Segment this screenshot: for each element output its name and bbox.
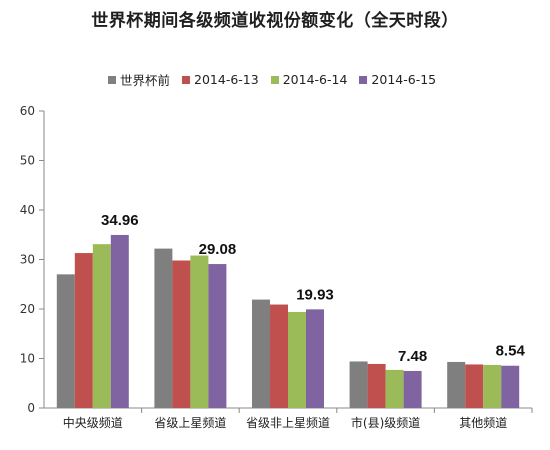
x-tick-label-0: 中央级频道 xyxy=(63,415,123,430)
bar-2-3 xyxy=(306,309,324,408)
bar-4-1 xyxy=(465,364,484,408)
legend: 世界杯前 2014-6-13 2014-6-14 2014-6-15 xyxy=(108,70,436,89)
data-label-4: 8.54 xyxy=(496,343,526,360)
bar-0-2 xyxy=(92,244,111,408)
legend-label-2: 2014-6-14 xyxy=(282,72,348,87)
x-tick-label-4: 其他频道 xyxy=(459,416,507,430)
data-label-3: 7.48 xyxy=(398,348,427,365)
data-label-2: 19.93 xyxy=(296,286,334,303)
bar-2-0 xyxy=(252,299,270,408)
bar-1-0 xyxy=(154,248,173,408)
bar-3-1 xyxy=(367,363,386,408)
x-tick-label-1: 省级上星频道 xyxy=(154,416,226,430)
legend-label-0: 世界杯前 xyxy=(120,73,171,88)
legend-item-2: 2014-6-14 xyxy=(270,70,348,89)
legend-label-3: 2014-6-15 xyxy=(371,72,437,87)
bar-4-2 xyxy=(483,364,502,408)
bar-0-1 xyxy=(74,253,93,408)
bar-1-2 xyxy=(190,255,209,408)
legend-swatch-3 xyxy=(359,75,368,84)
legend-item-3: 2014-6-15 xyxy=(359,70,436,89)
data-label-0: 34.96 xyxy=(101,212,139,229)
y-tick-label-0: 0 xyxy=(27,401,35,415)
x-tick-label-2: 省级非上星频道 xyxy=(246,416,330,430)
legend-swatch-2 xyxy=(270,75,279,84)
y-tick-label-5: 50 xyxy=(20,154,35,168)
bar-4-0 xyxy=(447,361,466,408)
bar-0-3 xyxy=(110,234,129,408)
legend-item-0: 世界杯前 xyxy=(108,70,170,89)
y-tick-label-2: 20 xyxy=(20,302,35,316)
legend-item-1: 2014-6-13 xyxy=(182,70,259,89)
bar-1-1 xyxy=(172,260,191,408)
bar-4-3 xyxy=(501,365,520,408)
bar-1-3 xyxy=(208,264,227,408)
y-tick-label-1: 10 xyxy=(20,352,35,366)
bar-0-0 xyxy=(56,274,75,408)
legend-label-1: 2014-6-13 xyxy=(194,72,259,87)
y-tick-label-6: 60 xyxy=(20,104,35,118)
bar-3-0 xyxy=(349,361,368,408)
chart-title: 世界杯期间各级频道收视份额变化（全天时段） xyxy=(91,11,459,31)
y-tick-label-4: 40 xyxy=(20,203,35,217)
legend-swatch-0 xyxy=(108,75,116,84)
data-label-1: 29.08 xyxy=(199,241,237,258)
legend-swatch-1 xyxy=(182,75,191,84)
bar-2-1 xyxy=(270,304,288,408)
bar-2-2 xyxy=(288,311,306,408)
bar-3-3 xyxy=(403,370,422,408)
bar-3-2 xyxy=(385,369,404,408)
y-tick-label-3: 30 xyxy=(20,253,35,267)
x-tick-label-3: 市(县)级频道 xyxy=(351,415,420,430)
